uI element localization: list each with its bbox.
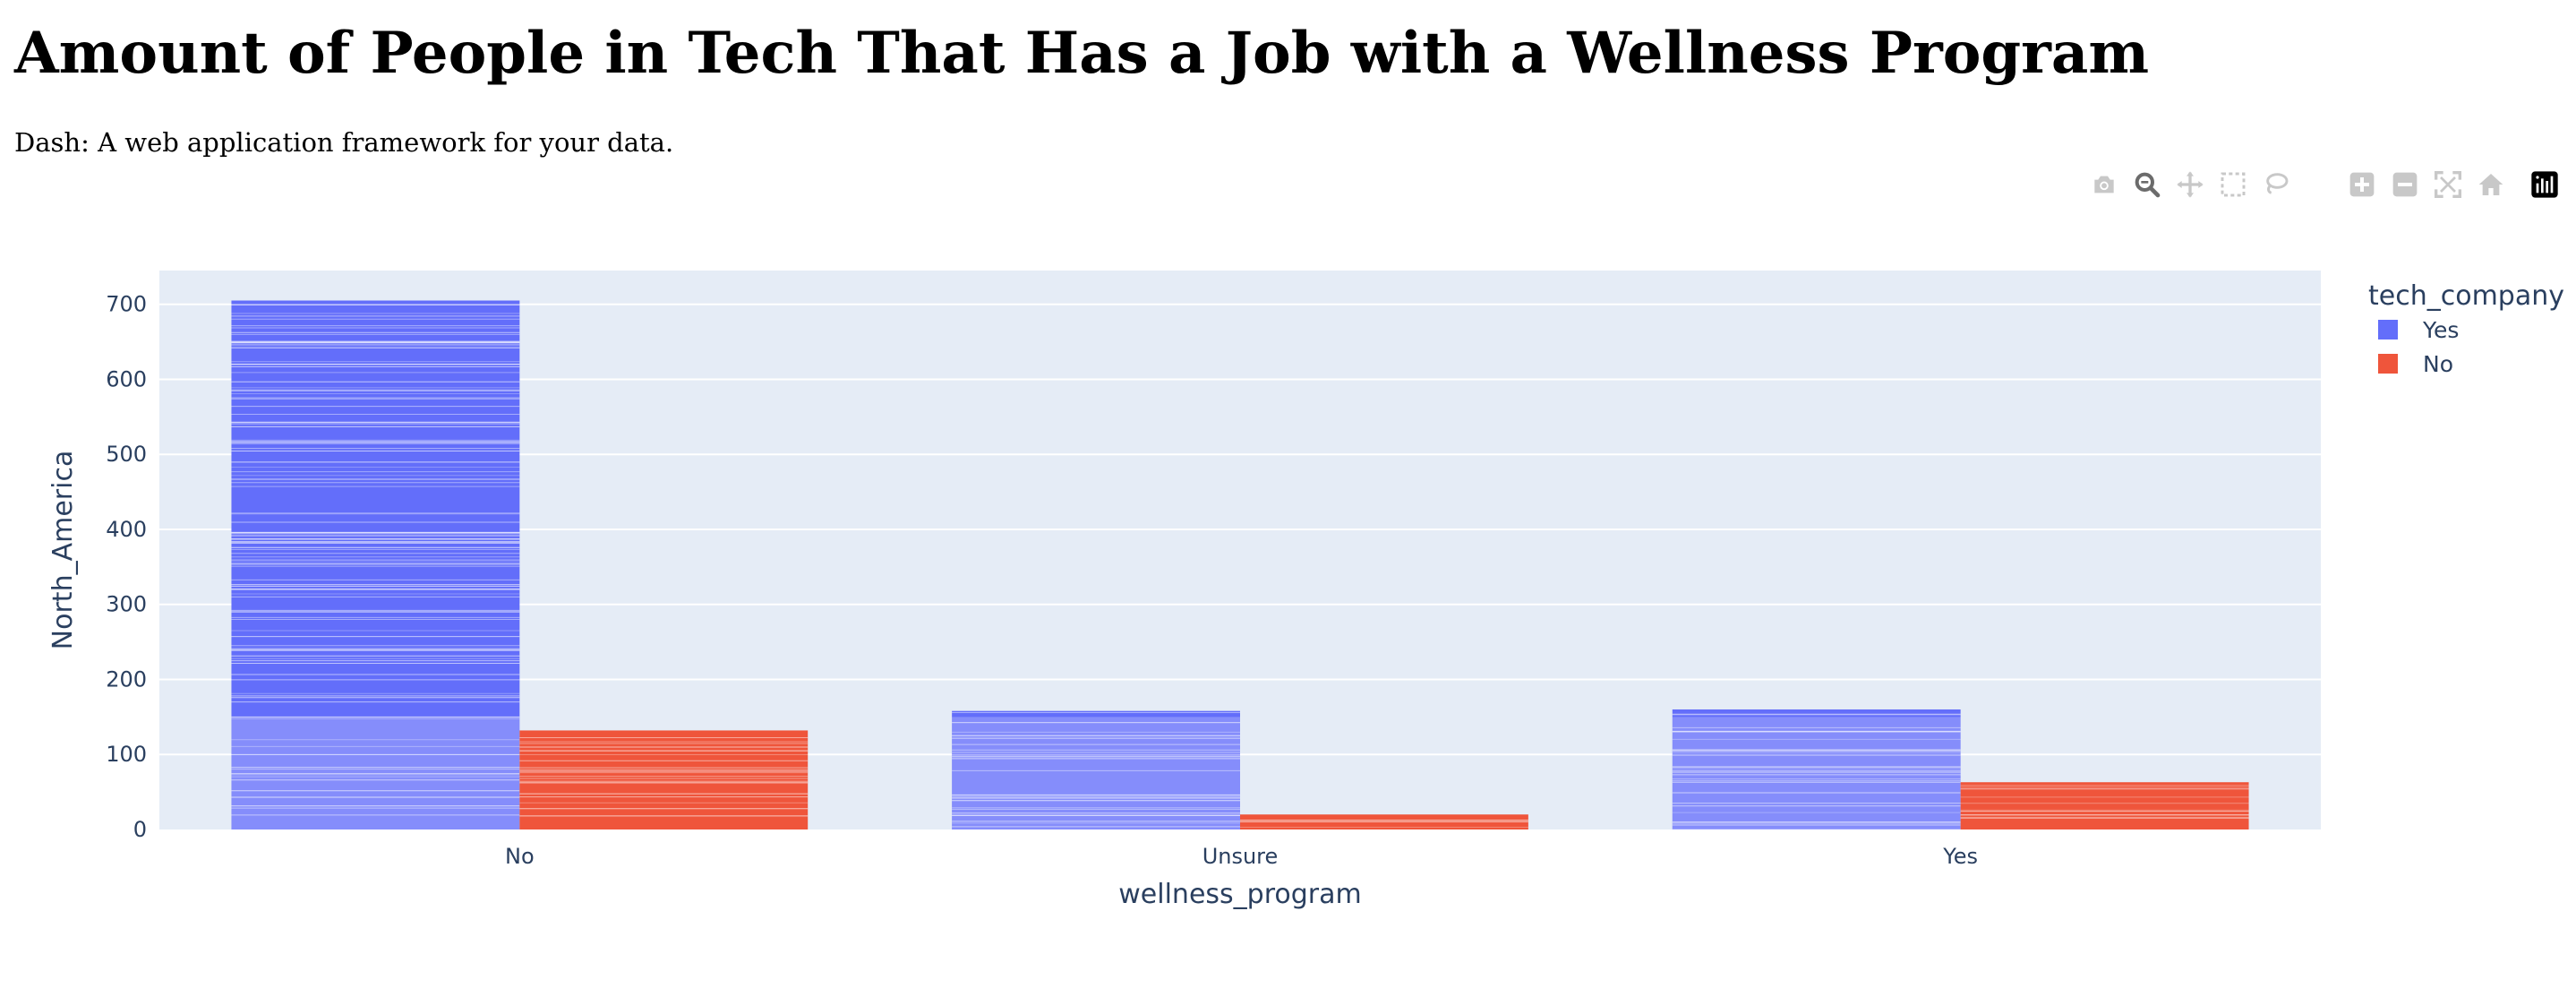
legend-title: tech_company bbox=[2368, 280, 2564, 312]
y-axis-ticks: 0 100 200 300 400 500 600 700 bbox=[106, 292, 147, 842]
zoom-in-icon[interactable] bbox=[2344, 167, 2380, 202]
x-axis-title: wellness_program bbox=[1118, 879, 1361, 910]
bar bbox=[1960, 782, 2249, 829]
legend: tech_company Yes No bbox=[2368, 280, 2564, 377]
pan-icon[interactable] bbox=[2172, 167, 2208, 202]
bar-fill bbox=[519, 730, 809, 829]
bar bbox=[952, 710, 1240, 829]
lasso-select-icon[interactable] bbox=[2258, 167, 2294, 202]
y-tick-label: 300 bbox=[106, 592, 147, 617]
bar bbox=[231, 300, 520, 829]
bar-fill bbox=[231, 300, 520, 829]
bar-light-section bbox=[231, 717, 520, 829]
zoom-out-icon[interactable] bbox=[2387, 167, 2423, 202]
page-subtitle: Dash: A web application framework for yo… bbox=[14, 127, 674, 158]
modebar bbox=[2086, 167, 2570, 202]
y-tick-label: 100 bbox=[106, 742, 147, 767]
autoscale-icon[interactable] bbox=[2430, 167, 2466, 202]
camera-icon[interactable] bbox=[2086, 167, 2122, 202]
legend-item-label: Yes bbox=[2422, 317, 2459, 343]
bar-fill bbox=[1960, 782, 2249, 829]
bar-light-section bbox=[952, 717, 1240, 829]
bar bbox=[1240, 814, 1528, 829]
bars bbox=[231, 300, 2249, 830]
box-select-icon[interactable] bbox=[2215, 167, 2251, 202]
legend-item-label: No bbox=[2423, 351, 2453, 377]
x-axis-ticks: No Unsure Yes bbox=[505, 844, 1978, 869]
y-tick-label: 400 bbox=[106, 517, 147, 542]
page-title: Amount of People in Tech That Has a Job … bbox=[14, 20, 2150, 87]
reset-axes-icon[interactable] bbox=[2473, 167, 2509, 202]
x-tick-label: Unsure bbox=[1202, 844, 1279, 869]
y-axis-title: North_America bbox=[47, 451, 79, 650]
y-tick-label: 500 bbox=[106, 442, 147, 467]
y-tick-label: 600 bbox=[106, 366, 147, 391]
zoom-icon[interactable] bbox=[2129, 167, 2165, 202]
bar-light-section bbox=[1672, 717, 1961, 829]
x-tick-label: No bbox=[505, 844, 535, 869]
bar-fill bbox=[952, 710, 1240, 829]
y-tick-label: 700 bbox=[106, 292, 147, 317]
y-tick-label: 0 bbox=[133, 817, 147, 842]
bar bbox=[1672, 709, 1961, 830]
x-tick-label: Yes bbox=[1942, 844, 1978, 869]
y-tick-label: 200 bbox=[106, 666, 147, 692]
bar bbox=[519, 730, 809, 829]
plotly-logo-icon[interactable] bbox=[2527, 167, 2563, 202]
legend-swatch bbox=[2378, 354, 2398, 374]
legend-swatch bbox=[2378, 320, 2398, 339]
bar-fill bbox=[1672, 709, 1961, 829]
